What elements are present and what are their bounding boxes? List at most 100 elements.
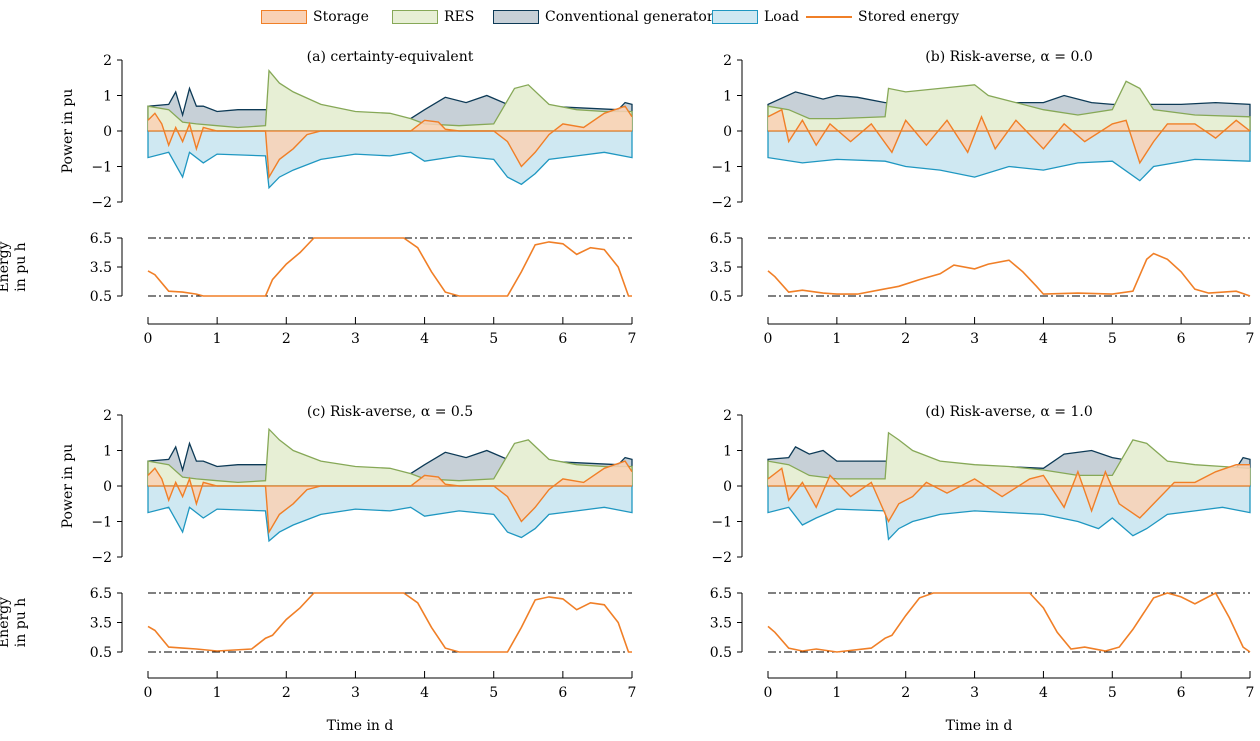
x-tick-label: 1: [213, 685, 222, 701]
x-tick-label: 0: [764, 685, 773, 701]
panel-title: (d) Risk-averse, α = 1.0: [925, 404, 1092, 420]
x-tick-label: 7: [628, 685, 637, 701]
legend-storage-swatch: [261, 10, 307, 24]
panel-0: (a) certainty-equivalent 2 1 0 −1 −2 Power in …: [0, 49, 636, 347]
panel-3: (d) Risk-averse, α = 1.0 2 1 0 −1 −2 6.5 3.5 0.5…: [710, 404, 1255, 734]
legend-conv: Conventional generator: [493, 8, 714, 26]
x-tick-label: 6: [558, 685, 567, 701]
energy-y-tick-label: 0.5: [90, 645, 112, 661]
legend-load-label: Load: [764, 9, 800, 25]
storage-area: [148, 461, 632, 533]
energy-y-tick-label: 3.5: [90, 260, 112, 276]
storage-area: [768, 109, 1250, 163]
load-area: [147, 130, 633, 190]
res-area: [147, 427, 633, 487]
energy-y-label: in pu h: [13, 242, 29, 291]
legend: Storage RES Conventional generator Load …: [0, 0, 1260, 34]
energy-y-label: Energy: [0, 597, 12, 648]
power-y-tick-label: 0: [103, 124, 112, 140]
energy-y-tick-label: 6.5: [90, 231, 112, 247]
x-tick-label: 7: [1246, 331, 1255, 347]
x-tick-label: 3: [351, 331, 360, 347]
load-area: [767, 130, 1251, 182]
storage-area: [768, 464, 1250, 522]
storage-line: [767, 464, 1250, 524]
power-y-tick-label: 0: [103, 479, 112, 495]
x-tick-label: 0: [144, 331, 153, 347]
x-tick-label: 2: [282, 685, 291, 701]
panel-2: (c) Risk-averse, α = 0.5 2 1 0 −1 −2 Power in …: [0, 404, 636, 734]
power-y-tick-label: −1: [711, 160, 732, 176]
x-tick-label: 0: [764, 331, 773, 347]
storage-line: [147, 105, 633, 180]
energy-y-tick-label: 6.5: [90, 586, 112, 602]
panel-title: (b) Risk-averse, α = 0.0: [925, 49, 1092, 65]
load-area: [767, 485, 1251, 541]
x-tick-label: 2: [901, 331, 910, 347]
x-tick-label: 5: [1108, 331, 1117, 347]
energy-y-label: in pu h: [13, 598, 29, 647]
x-tick-label: 6: [1177, 685, 1186, 701]
storage-line: [147, 460, 633, 535]
power-y-tick-label: −1: [91, 160, 112, 176]
x-tick-label: 3: [970, 685, 979, 701]
power-y-label: Power in pu: [60, 444, 76, 529]
panel-title: (c) Risk-averse, α = 0.5: [307, 404, 473, 420]
x-tick-label: 2: [901, 685, 910, 701]
x-tick-label: 5: [489, 685, 498, 701]
power-y-tick-label: −2: [91, 550, 112, 566]
energy-y-tick-label: 3.5: [710, 616, 732, 632]
storage-line: [767, 108, 1251, 165]
legend-stored-label: Stored energy: [858, 9, 960, 25]
x-tick-label: 1: [213, 331, 222, 347]
power-y-tick-label: −2: [711, 195, 732, 211]
legend-conv-label: Conventional generator: [545, 9, 714, 25]
power-y-tick-label: −2: [91, 195, 112, 211]
power-y-tick-label: 2: [103, 53, 112, 69]
stored-energy-line: [767, 591, 1251, 653]
energy-y-tick-label: 0.5: [710, 289, 732, 305]
stored-energy-line: [147, 237, 632, 297]
legend-stored-line: [806, 16, 852, 18]
power-y-label: Power in pu: [60, 89, 76, 174]
storage-area: [148, 106, 632, 178]
power-y-tick-label: 1: [723, 89, 732, 105]
legend-stored: Stored energy: [806, 8, 959, 26]
power-y-tick-label: −1: [91, 515, 112, 531]
x-tick-label: 7: [628, 331, 637, 347]
x-tick-label: 4: [420, 685, 429, 701]
load-area: [147, 485, 633, 543]
power-y-tick-label: 2: [723, 53, 732, 69]
res-area: [767, 80, 1251, 132]
res-area: [767, 431, 1251, 487]
res-area: [147, 69, 633, 132]
x-tick-label: 3: [970, 331, 979, 347]
x-tick-label: 1: [832, 685, 841, 701]
x-tick-label: 6: [558, 331, 567, 347]
power-y-tick-label: 0: [723, 479, 732, 495]
power-y-tick-label: 0: [723, 124, 732, 140]
x-tick-label: 1: [832, 331, 841, 347]
x-axis-label: Time in d: [946, 718, 1013, 734]
power-y-tick-label: 1: [103, 444, 112, 460]
energy-y-tick-label: 0.5: [710, 645, 732, 661]
legend-conv-swatch: [493, 10, 539, 24]
energy-y-tick-label: 0.5: [90, 289, 112, 305]
x-tick-label: 2: [282, 331, 291, 347]
energy-y-label: Energy: [0, 241, 12, 292]
x-tick-label: 4: [420, 331, 429, 347]
power-y-tick-label: −2: [711, 550, 732, 566]
x-tick-label: 4: [1039, 685, 1048, 701]
power-y-tick-label: 1: [723, 444, 732, 460]
stored-energy-line: [767, 252, 1251, 297]
legend-res: RES: [392, 8, 474, 26]
x-tick-label: 5: [489, 331, 498, 347]
legend-load: Load: [712, 8, 799, 26]
legend-res-label: RES: [444, 9, 475, 25]
legend-res-swatch: [392, 10, 438, 24]
x-tick-label: 4: [1039, 331, 1048, 347]
legend-load-swatch: [712, 10, 758, 24]
x-tick-label: 6: [1177, 331, 1186, 347]
power-y-tick-label: 2: [103, 408, 112, 424]
